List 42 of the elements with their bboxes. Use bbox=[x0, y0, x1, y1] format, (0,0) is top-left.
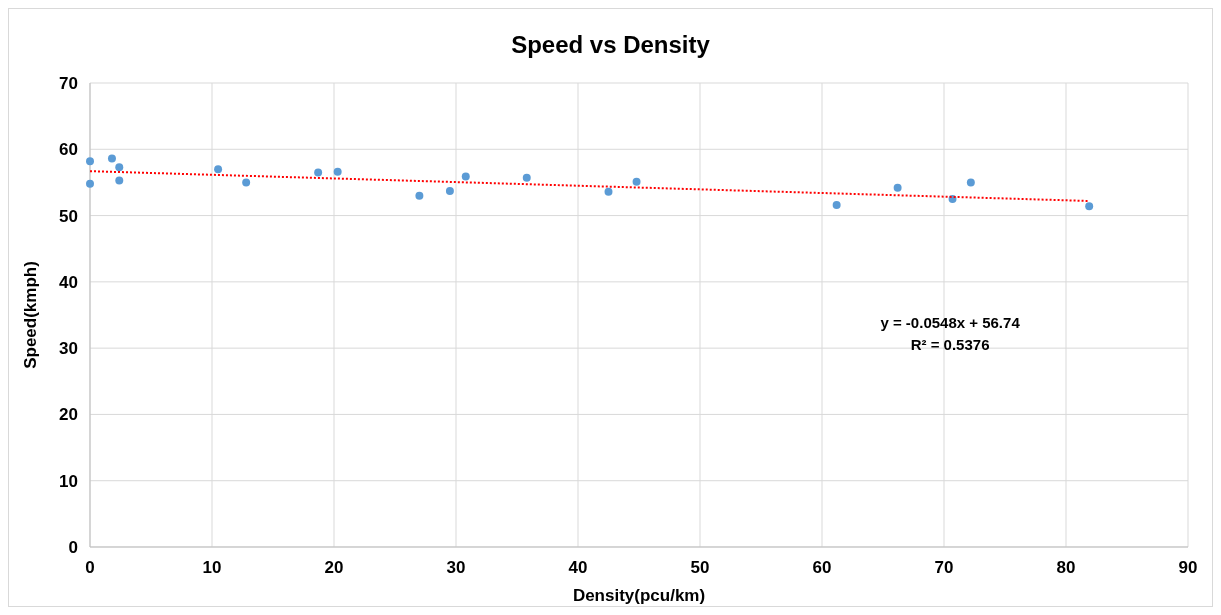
y-tick-label: 70 bbox=[59, 73, 78, 93]
x-tick-label: 0 bbox=[85, 558, 95, 577]
point bbox=[107, 154, 116, 163]
y-tick-label: 50 bbox=[59, 206, 78, 226]
y-tick-label: 60 bbox=[59, 140, 78, 160]
x-tick-label: 90 bbox=[1178, 558, 1198, 577]
point bbox=[632, 177, 641, 186]
point bbox=[893, 183, 902, 192]
annotation: R² = 0.5376 bbox=[910, 336, 990, 354]
point bbox=[333, 167, 342, 176]
point bbox=[415, 191, 424, 200]
point bbox=[966, 178, 975, 187]
point bbox=[314, 168, 323, 177]
x-tick-label: 30 bbox=[446, 558, 466, 577]
x-axis-title: Density(pcu/km) bbox=[572, 586, 706, 605]
y-tick-label: 40 bbox=[59, 272, 78, 292]
point bbox=[86, 157, 94, 166]
chart-title: Speed vs Density bbox=[511, 31, 711, 58]
annotation: y = -0.0548x + 56.74 bbox=[880, 314, 1021, 332]
point bbox=[86, 179, 94, 188]
point bbox=[522, 173, 531, 182]
x-tick-label: 80 bbox=[1056, 558, 1076, 577]
point bbox=[214, 165, 223, 174]
x-tick-label: 10 bbox=[202, 558, 222, 577]
y-axis-title: Speed(kmph) bbox=[21, 261, 40, 369]
point bbox=[115, 176, 124, 185]
y-tick-label: 0 bbox=[68, 537, 78, 557]
point bbox=[832, 200, 841, 209]
point bbox=[461, 172, 470, 181]
x-tick-label: 50 bbox=[690, 558, 710, 577]
x-tick-label: 70 bbox=[934, 558, 954, 577]
x-tick-label: 20 bbox=[324, 558, 344, 577]
point bbox=[242, 178, 251, 187]
y-tick-label: 30 bbox=[59, 339, 78, 359]
y-tick-label: 20 bbox=[59, 405, 78, 425]
y-tick-label: 10 bbox=[59, 471, 78, 491]
point bbox=[1085, 202, 1094, 211]
point bbox=[604, 187, 613, 196]
x-tick-label: 60 bbox=[812, 558, 832, 577]
point bbox=[115, 163, 124, 172]
point bbox=[445, 187, 454, 196]
x-tick-label: 40 bbox=[568, 558, 588, 577]
